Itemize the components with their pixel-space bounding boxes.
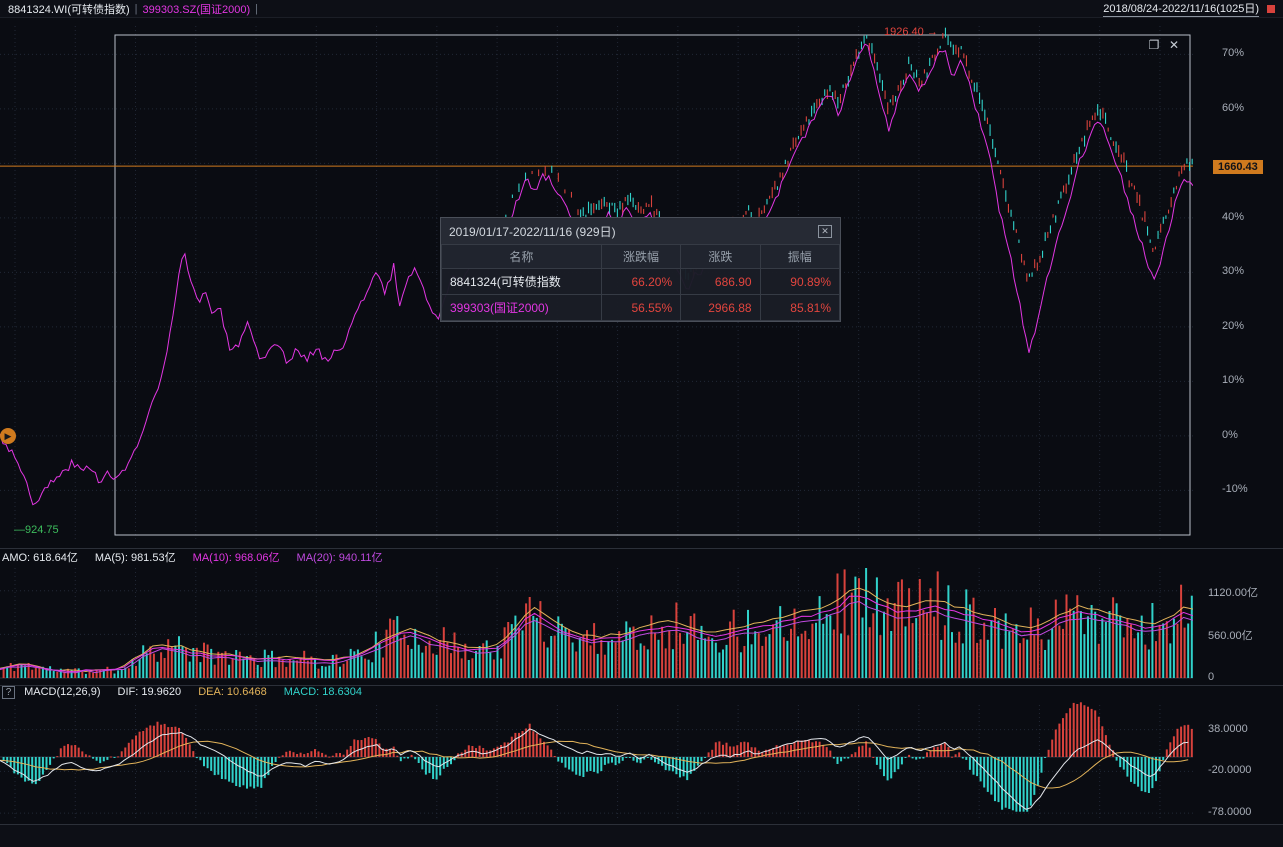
macd-axis-label: 38.0000 xyxy=(1208,722,1248,735)
draw-anchor-icon[interactable]: ▶ xyxy=(0,428,16,444)
row-chg-pct: 66.20% xyxy=(600,268,682,295)
restore-window-icon[interactable]: ❐ xyxy=(1148,38,1160,52)
dif-value: DIF: 19.9620 xyxy=(117,686,182,698)
high-annotation: 1926.40 → xyxy=(884,26,938,38)
close-window-icon[interactable]: ✕ xyxy=(1168,38,1180,52)
panel-divider xyxy=(0,548,1283,549)
col-header-amp: 振幅 xyxy=(759,244,841,269)
range-stats-tooltip: 2019/01/17-2022/11/16 (929日) ✕ 名称 涨跌幅 涨跌… xyxy=(440,217,841,322)
macd-info-bar: ? MACD(12,26,9) DIF: 19.9620 DEA: 10.646… xyxy=(0,686,1283,701)
top-bar: 8841324.WI(可转债指数) | 399303.SZ(国证2000) | … xyxy=(0,0,1283,18)
macd-chart-canvas[interactable] xyxy=(0,701,1193,823)
row-amp: 85.81% xyxy=(759,294,841,321)
symbol-labels: 8841324.WI(可转债指数) | 399303.SZ(国证2000) | xyxy=(8,1,263,17)
dash-icon: ― xyxy=(14,524,25,536)
macd-axis-label: -78.0000 xyxy=(1208,806,1252,819)
volume-axis-label: 0 xyxy=(1208,671,1215,683)
tooltip-table: 名称 涨跌幅 涨跌 振幅 8841324(可转债指数 66.20% 686.90… xyxy=(441,244,841,321)
volume-chart-canvas[interactable] xyxy=(0,564,1193,684)
row-amp: 90.89% xyxy=(759,268,841,295)
ma10-value: MA(10): 968.06亿 xyxy=(192,552,280,564)
date-range-label[interactable]: 2018/08/24-2022/11/16(1025日) xyxy=(1103,0,1259,17)
last-price-badge: 1660.43 xyxy=(1213,160,1263,174)
main-chart-canvas[interactable] xyxy=(0,18,1193,548)
panel-divider xyxy=(0,685,1283,686)
row-chg: 686.90 xyxy=(680,268,761,295)
tooltip-row[interactable]: 399303(国证2000) 56.55% 2966.88 85.81% xyxy=(441,294,841,321)
row-chg: 2966.88 xyxy=(680,294,761,321)
macd-title: MACD(12,26,9) xyxy=(24,686,101,698)
row-chg-pct: 56.55% xyxy=(600,294,682,321)
ma5-value: MA(5): 981.53亿 xyxy=(94,552,176,564)
low-annotation: ―924.75 xyxy=(14,524,59,536)
separator: | xyxy=(255,2,258,15)
tooltip-title: 2019/01/17-2022/11/16 (929日) xyxy=(449,224,616,239)
arrow-right-icon: → xyxy=(926,26,938,38)
col-header-chg: 涨跌 xyxy=(680,244,761,269)
tooltip-header-row: 名称 涨跌幅 涨跌 振幅 xyxy=(441,244,841,269)
period-marker-icon[interactable] xyxy=(1267,4,1275,13)
high-value: 1926.40 xyxy=(884,26,924,38)
tooltip-title-bar: 2019/01/17-2022/11/16 (929日) ✕ xyxy=(441,218,840,244)
col-header-chg-pct: 涨跌幅 xyxy=(600,244,682,269)
tooltip-row[interactable]: 8841324(可转债指数 66.20% 686.90 90.89% xyxy=(441,268,841,295)
tooltip-close-icon[interactable]: ✕ xyxy=(818,224,832,238)
top-bar-right: 2018/08/24-2022/11/16(1025日) xyxy=(1103,0,1275,17)
panel-divider xyxy=(0,824,1283,825)
help-icon[interactable]: ? xyxy=(2,686,15,699)
col-header-name: 名称 xyxy=(441,244,602,269)
separator: | xyxy=(134,2,138,15)
low-value: 924.75 xyxy=(25,524,59,536)
amo-value: AMO: 618.64亿 xyxy=(2,552,78,564)
volume-axis-label: 560.00亿 xyxy=(1208,630,1253,643)
time-axis[interactable]: 18-0818-1119-0119-0419-0719-0919-1220-03… xyxy=(0,825,1283,847)
dea-value: DEA: 10.6468 xyxy=(198,686,267,698)
volume-info-bar: AMO: 618.64亿 MA(5): 981.53亿 MA(10): 968.… xyxy=(0,549,1283,564)
row-name: 399303(国证2000) xyxy=(441,294,602,321)
macd-value: MACD: 18.6304 xyxy=(283,686,363,698)
ma20-value: MA(20): 940.11亿 xyxy=(296,552,383,564)
row-name: 8841324(可转债指数 xyxy=(441,268,602,295)
secondary-symbol-label[interactable]: 399303.SZ(国证2000) xyxy=(142,3,251,16)
macd-axis-label: -20.0000 xyxy=(1208,764,1252,777)
volume-axis-label: 1120.00亿 xyxy=(1208,586,1258,599)
primary-symbol-label[interactable]: 8841324.WI(可转债指数) xyxy=(8,3,130,16)
